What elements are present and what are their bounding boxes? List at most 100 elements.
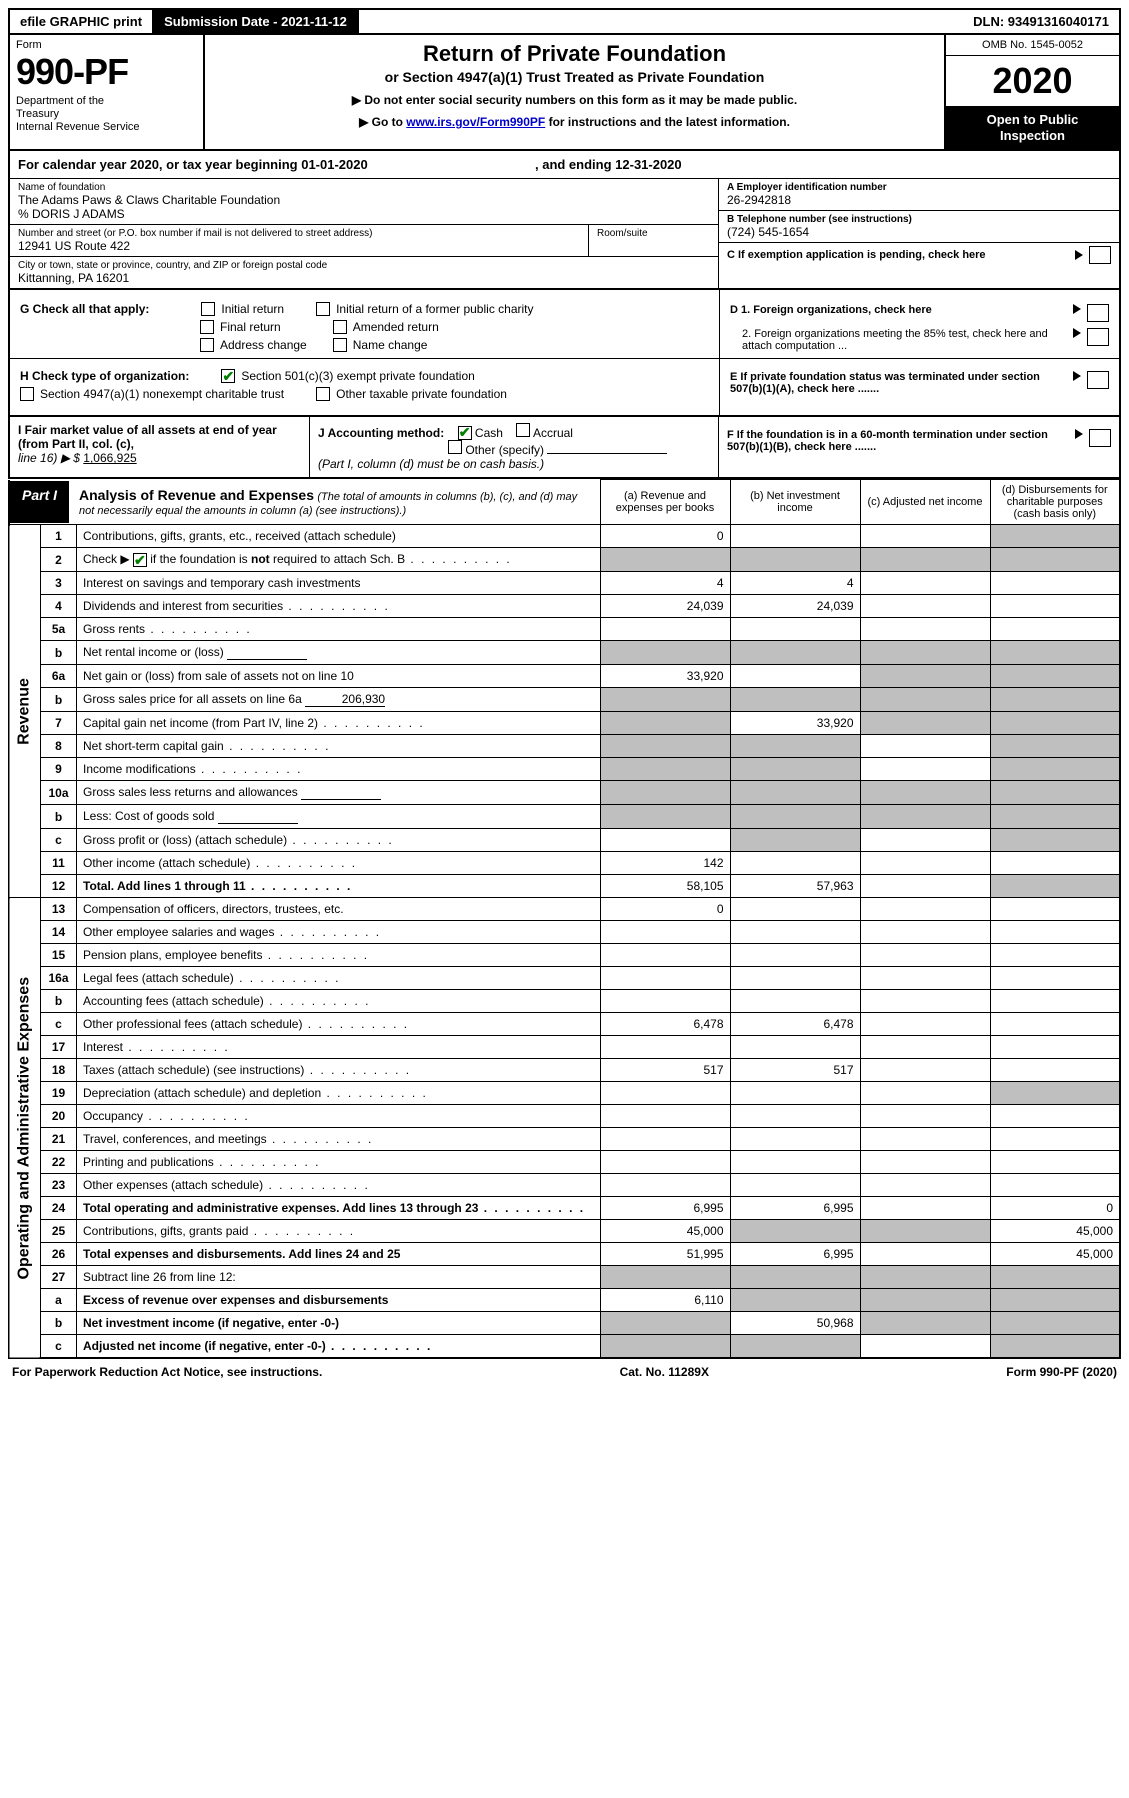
h-501c3-checkbox[interactable]	[221, 369, 235, 383]
header-right: OMB No. 1545-0052 2020 Open to PublicIns…	[944, 35, 1119, 149]
footer-right: Form 990-PF (2020)	[1006, 1365, 1117, 1379]
value-cell-b	[730, 548, 860, 572]
table-row: 19Depreciation (attach schedule) and dep…	[9, 1082, 1120, 1105]
table-row: 25Contributions, gifts, grants paid45,00…	[9, 1220, 1120, 1243]
value-cell-b: 57,963	[730, 875, 860, 898]
value-cell-a	[600, 1151, 730, 1174]
row-number: 11	[41, 852, 77, 875]
col-c-header: (c) Adjusted net income	[860, 480, 990, 525]
d2-checkbox[interactable]	[1087, 328, 1109, 346]
row-description: Occupancy	[77, 1105, 601, 1128]
j-cash-checkbox[interactable]	[458, 426, 472, 440]
value-cell-a	[600, 1266, 730, 1289]
value-cell-a	[600, 781, 730, 805]
g-name-checkbox[interactable]	[333, 338, 347, 352]
value-cell-a	[600, 1082, 730, 1105]
h-4947: Section 4947(a)(1) nonexempt charitable …	[40, 387, 284, 401]
value-cell-b	[730, 1128, 860, 1151]
g-final-checkbox[interactable]	[200, 320, 214, 334]
row-number: 27	[41, 1266, 77, 1289]
row-number: 13	[41, 898, 77, 921]
value-cell-c	[860, 967, 990, 990]
row-description: Other income (attach schedule)	[77, 852, 601, 875]
value-cell-c	[860, 990, 990, 1013]
table-row: bNet rental income or (loss)	[9, 641, 1120, 665]
table-row: 26Total expenses and disbursements. Add …	[9, 1243, 1120, 1266]
row-description: Legal fees (attach schedule)	[77, 967, 601, 990]
row-number: 9	[41, 758, 77, 781]
d1-checkbox[interactable]	[1087, 304, 1109, 322]
value-cell-a	[600, 1335, 730, 1359]
value-cell-c	[860, 898, 990, 921]
j-other-checkbox[interactable]	[448, 440, 462, 454]
check-section-gh-de: G Check all that apply: Initial return I…	[8, 290, 1121, 417]
h-other-checkbox[interactable]	[316, 387, 330, 401]
value-cell-a	[600, 758, 730, 781]
row-description: Contributions, gifts, grants paid	[77, 1220, 601, 1243]
table-row: 18Taxes (attach schedule) (see instructi…	[9, 1059, 1120, 1082]
table-row: cOther professional fees (attach schedul…	[9, 1013, 1120, 1036]
e-checkbox[interactable]	[1087, 371, 1109, 389]
form-word: Form	[16, 39, 197, 51]
g-row: G Check all that apply: Initial return I…	[20, 302, 709, 316]
value-cell-a: 0	[600, 525, 730, 548]
table-row: 23Other expenses (attach schedule)	[9, 1174, 1120, 1197]
h-4947-checkbox[interactable]	[20, 387, 34, 401]
value-cell-a	[600, 688, 730, 712]
footer-center: Cat. No. 11289X	[620, 1365, 709, 1379]
value-cell-c	[860, 781, 990, 805]
form-number: 990-PF	[16, 51, 197, 93]
table-row: 15Pension plans, employee benefits	[9, 944, 1120, 967]
row-number: c	[41, 829, 77, 852]
c-checkbox[interactable]	[1089, 246, 1111, 264]
h-501c3: Section 501(c)(3) exempt private foundat…	[241, 369, 474, 383]
f-checkbox[interactable]	[1089, 429, 1111, 447]
table-row: 2Check ▶ if the foundation is not requir…	[9, 548, 1120, 572]
value-cell-d	[990, 525, 1120, 548]
irs-link[interactable]: www.irs.gov/Form990PF	[406, 115, 545, 129]
row-number: 26	[41, 1243, 77, 1266]
g-initial-checkbox[interactable]	[201, 302, 215, 316]
row-description: Total operating and administrative expen…	[77, 1197, 601, 1220]
g-amended-checkbox[interactable]	[333, 320, 347, 334]
d2-row: 2. Foreign organizations meeting the 85%…	[730, 328, 1109, 352]
row-number: 2	[41, 548, 77, 572]
value-cell-d	[990, 758, 1120, 781]
efile-print-button[interactable]: efile GRAPHIC print	[10, 10, 154, 33]
value-cell-c	[860, 1289, 990, 1312]
table-row: Revenue1Contributions, gifts, grants, et…	[9, 525, 1120, 548]
value-cell-b	[730, 618, 860, 641]
g-initial-former-checkbox[interactable]	[316, 302, 330, 316]
dept-treasury: Department of theTreasuryInternal Revenu…	[16, 95, 197, 135]
value-cell-b: 517	[730, 1059, 860, 1082]
value-cell-b	[730, 641, 860, 665]
care-of: % DORIS J ADAMS	[18, 207, 710, 221]
g-address-checkbox[interactable]	[200, 338, 214, 352]
value-cell-d	[990, 1151, 1120, 1174]
value-cell-b	[730, 1036, 860, 1059]
j-accrual-checkbox[interactable]	[516, 423, 530, 437]
arrow-icon	[1073, 328, 1081, 338]
value-cell-d	[990, 805, 1120, 829]
row-description: Dividends and interest from securities	[77, 595, 601, 618]
value-cell-d	[990, 641, 1120, 665]
value-cell-d	[990, 829, 1120, 852]
value-cell-a	[600, 1312, 730, 1335]
arrow-icon	[1073, 304, 1081, 314]
g-row2: Final return Amended return	[20, 320, 709, 334]
value-cell-b	[730, 1105, 860, 1128]
value-cell-d	[990, 665, 1120, 688]
value-cell-b	[730, 1151, 860, 1174]
h-row2: Section 4947(a)(1) nonexempt charitable …	[20, 387, 709, 401]
value-cell-d	[990, 1036, 1120, 1059]
table-row: 9Income modifications	[9, 758, 1120, 781]
row-description: Printing and publications	[77, 1151, 601, 1174]
row-number: 14	[41, 921, 77, 944]
value-cell-a	[600, 641, 730, 665]
value-cell-a	[600, 735, 730, 758]
value-cell-d	[990, 1082, 1120, 1105]
part1-header-row: Part I Analysis of Revenue and Expenses …	[9, 480, 1120, 525]
value-cell-d	[990, 875, 1120, 898]
table-row: 3Interest on savings and temporary cash …	[9, 572, 1120, 595]
value-cell-c	[860, 1013, 990, 1036]
